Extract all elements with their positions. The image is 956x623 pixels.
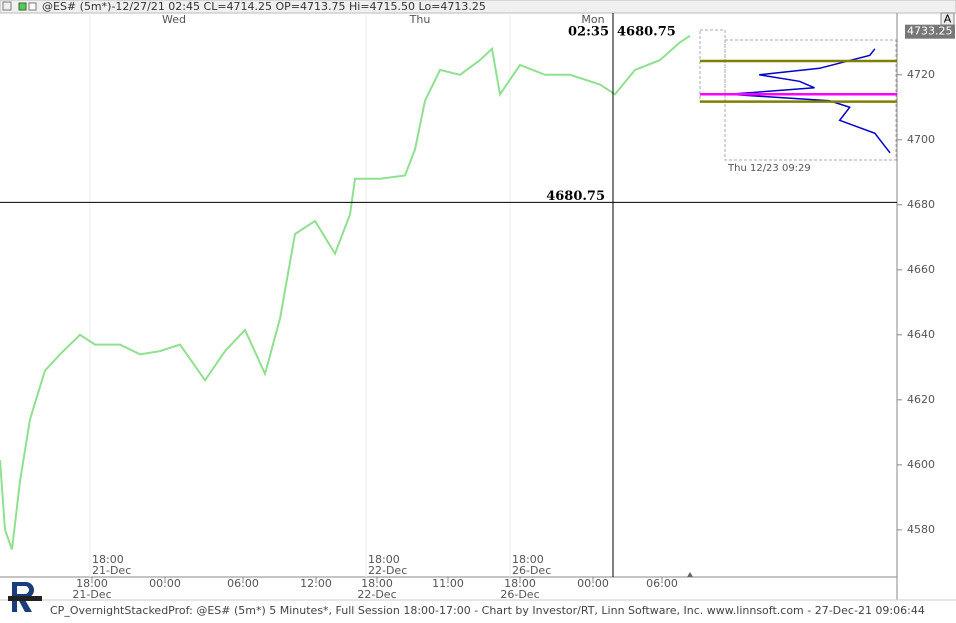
session-time: 18:00 (92, 553, 124, 566)
crosshair-time: 02:35 (568, 25, 609, 40)
x-tick-label: 12:00 (300, 577, 332, 590)
price-line (0, 34, 691, 550)
session-date: 21-Dec (92, 564, 131, 577)
crosshair-price-top: 4680.75 (617, 25, 676, 40)
y-tick-label: 4720 (907, 68, 935, 81)
y-tick-label: 4660 (907, 263, 935, 276)
day-label: Wed (162, 13, 186, 26)
y-tick-label: 4680 (907, 198, 935, 211)
session-date: 22-Dec (368, 564, 407, 577)
x-tick-label: 06:00 (646, 577, 678, 590)
profile-label: Thu 12/23 09:29 (727, 163, 811, 174)
x-tick-label: 00:00 (149, 577, 181, 590)
x-tick-date: 26-Dec (500, 588, 539, 601)
logo (8, 582, 42, 612)
time-marker (687, 572, 693, 577)
x-tick-label: 11:00 (432, 577, 464, 590)
session-time: 18:00 (512, 553, 544, 566)
logo-bar (8, 596, 42, 601)
session-time: 18:00 (368, 553, 400, 566)
header-bar (0, 0, 956, 14)
session-date: 26-Dec (512, 564, 551, 577)
x-tick-label: 18:00 (504, 577, 536, 590)
x-tick-date: 22-Dec (357, 588, 396, 601)
last-price-label: 4733.25 (907, 25, 953, 38)
footer-text: CP_OvernightStackedProf: @ES# (5m*) 5 Mi… (50, 604, 925, 617)
header-icon[interactable] (18, 2, 27, 11)
header-text: @ES# (5m*)-12/27/21 02:45 CL=4714.25 OP=… (42, 0, 486, 13)
x-tick-date: 21-Dec (72, 588, 111, 601)
header-icon[interactable] (28, 2, 37, 11)
y-tick-label: 4600 (907, 458, 935, 471)
crosshair-price: 4680.75 (546, 189, 605, 204)
header-icon[interactable] (2, 1, 12, 11)
y-tick-label: 4700 (907, 133, 935, 146)
corner-button-label[interactable]: A (944, 13, 952, 26)
x-tick-label: 00:00 (577, 577, 609, 590)
y-tick-label: 4580 (907, 523, 935, 536)
day-label: Mon (581, 13, 604, 26)
day-label: Thu (409, 13, 431, 26)
x-tick-label: 06:00 (227, 577, 259, 590)
x-tick-label: 18:00 (361, 577, 393, 590)
profile-box-small (699, 29, 726, 103)
y-tick-label: 4640 (907, 328, 935, 341)
x-tick-label: 18:00 (76, 577, 108, 590)
y-tick-label: 4620 (907, 393, 935, 406)
last-price-box (905, 24, 955, 39)
